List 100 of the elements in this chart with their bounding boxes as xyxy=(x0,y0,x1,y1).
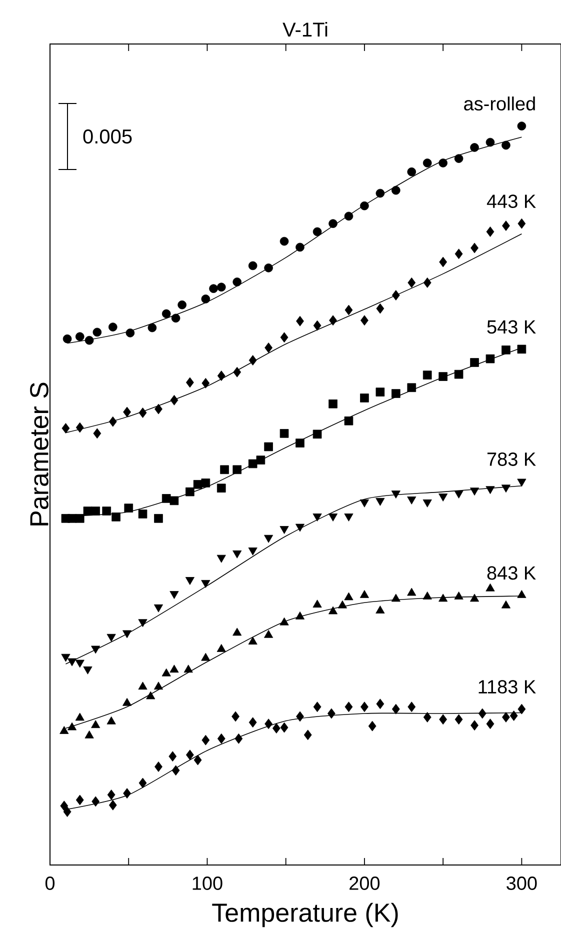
point xyxy=(408,277,416,288)
point xyxy=(75,332,84,342)
point xyxy=(423,277,432,288)
point xyxy=(123,406,131,418)
point xyxy=(344,592,354,600)
point xyxy=(124,504,134,512)
point xyxy=(454,154,464,163)
point xyxy=(248,261,258,270)
point xyxy=(154,404,162,414)
point xyxy=(296,242,304,252)
point xyxy=(67,722,77,730)
point xyxy=(216,484,226,493)
point xyxy=(344,212,354,221)
point xyxy=(517,478,526,487)
point xyxy=(220,465,229,474)
point xyxy=(517,122,526,130)
point xyxy=(376,698,384,710)
series-label: 783 K xyxy=(487,452,536,466)
point xyxy=(75,514,84,523)
point xyxy=(407,383,416,392)
point xyxy=(486,226,494,237)
point xyxy=(201,652,210,661)
point xyxy=(501,600,510,608)
point xyxy=(126,328,135,338)
point xyxy=(360,702,368,712)
point xyxy=(280,722,288,733)
point xyxy=(185,577,194,585)
point xyxy=(392,704,400,714)
point xyxy=(344,416,354,426)
chart-title: V-1Ti xyxy=(282,22,328,36)
point xyxy=(454,592,464,600)
point xyxy=(518,704,526,714)
point xyxy=(360,394,369,402)
point xyxy=(327,708,336,719)
point xyxy=(154,514,163,523)
x-tick-label: 200 xyxy=(350,876,380,890)
point xyxy=(107,790,116,800)
point xyxy=(186,487,194,496)
point xyxy=(170,591,179,599)
point xyxy=(201,580,210,588)
point xyxy=(470,242,478,254)
point xyxy=(328,606,338,614)
point xyxy=(280,617,289,626)
point xyxy=(232,465,242,474)
point xyxy=(408,702,416,712)
point xyxy=(63,806,72,817)
point xyxy=(407,588,416,596)
point xyxy=(376,498,385,506)
point xyxy=(392,186,400,195)
point xyxy=(170,394,178,406)
point xyxy=(232,628,242,636)
point xyxy=(280,429,289,438)
point xyxy=(108,322,118,332)
point xyxy=(84,336,94,345)
point xyxy=(108,416,117,427)
point xyxy=(344,304,353,316)
point xyxy=(328,219,338,228)
point xyxy=(76,794,84,806)
point xyxy=(502,346,510,354)
point xyxy=(304,730,312,740)
point xyxy=(170,664,179,673)
series-label: as-rolled xyxy=(464,96,535,110)
point xyxy=(517,590,526,598)
point xyxy=(264,718,272,730)
point xyxy=(328,514,338,522)
point xyxy=(91,646,100,654)
point xyxy=(216,554,226,563)
point xyxy=(392,290,400,300)
point xyxy=(108,800,117,810)
point xyxy=(92,328,102,337)
point xyxy=(454,370,464,379)
point xyxy=(138,778,147,788)
point xyxy=(233,366,242,378)
point xyxy=(232,711,240,722)
point xyxy=(217,733,226,744)
point xyxy=(201,478,210,488)
point xyxy=(470,488,480,496)
point xyxy=(344,702,353,712)
point xyxy=(83,506,92,516)
point xyxy=(248,636,258,645)
point xyxy=(248,717,257,728)
point xyxy=(439,714,448,725)
point xyxy=(360,499,369,508)
point xyxy=(122,698,132,706)
point xyxy=(162,668,171,676)
point xyxy=(360,590,369,598)
point xyxy=(106,716,116,724)
point xyxy=(248,459,258,468)
point xyxy=(154,762,162,772)
point xyxy=(67,658,77,666)
point xyxy=(486,718,494,730)
point xyxy=(454,248,463,260)
point xyxy=(162,309,171,318)
point xyxy=(422,499,432,508)
point xyxy=(510,710,518,721)
point xyxy=(138,682,148,690)
point xyxy=(76,422,84,433)
point xyxy=(312,430,322,439)
point xyxy=(312,514,322,522)
point xyxy=(422,592,432,600)
